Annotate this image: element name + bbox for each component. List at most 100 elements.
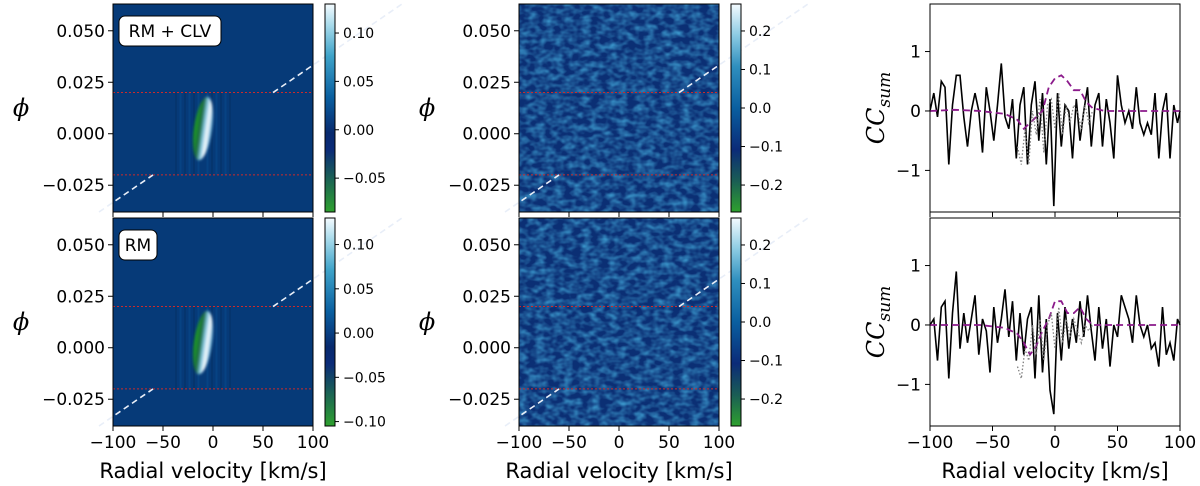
striation	[179, 92, 182, 175]
x-tick-label: 100	[297, 433, 329, 453]
colorbar-tick-label: 0.10	[343, 26, 374, 42]
x-tick-label: 100	[1164, 433, 1196, 453]
panel-label: RM	[125, 236, 151, 256]
colorbar-gradient	[730, 217, 742, 427]
planet-trail-line	[678, 3, 809, 94]
y-tick-label: 0	[910, 316, 921, 336]
y-tick-label: 0.050	[56, 236, 105, 256]
heatmap-panel-row1-data: 0.050 0.025 0.000 −0.025 ϕ	[419, 3, 809, 217]
y-tick-label: −0.025	[448, 390, 511, 410]
y-tick-label: 0.025	[462, 73, 511, 93]
y-tick-label: 0.050	[56, 22, 105, 42]
y-tick-label: 0	[910, 102, 921, 122]
striation	[188, 92, 191, 175]
colorbar-tick-label: 0.00	[343, 123, 374, 139]
colorbar-tick-label: −0.1	[749, 354, 783, 370]
striation	[229, 306, 231, 389]
series-line-solid	[929, 271, 1181, 415]
striation	[175, 92, 177, 175]
y-tick-label: 0.000	[462, 125, 511, 145]
colorbar-gradient	[324, 3, 336, 213]
rm-feature	[193, 310, 213, 375]
striation	[224, 92, 227, 175]
planet-trail-line	[504, 388, 560, 427]
y-axis-label-sub: sum	[875, 286, 895, 322]
x-tick-label: 0	[208, 433, 219, 453]
planet-trail-line	[272, 3, 403, 94]
colorbar-gradient	[324, 217, 336, 427]
colorbar-row2-model: 0.10 0.05 0.00 −0.05 −0.10	[324, 217, 386, 431]
series-line-dotted	[1016, 307, 1094, 379]
striation	[220, 92, 222, 175]
y-tick-label: 0.000	[56, 339, 105, 359]
y-tick-label: 0.025	[56, 73, 105, 93]
planet-trail-line	[678, 217, 809, 308]
planet-trail-line	[98, 388, 154, 427]
colorbar-tick-label: 0.2	[749, 238, 771, 254]
colorbar-tick-label: 0.10	[343, 238, 374, 254]
colorbar-tick-label: 0.0	[749, 315, 771, 331]
planet-trail-line	[504, 174, 560, 213]
x-tick-label: 0	[1050, 433, 1061, 453]
y-tick-label: 0.025	[56, 287, 105, 307]
y-axis-label: ϕ	[419, 308, 435, 336]
y-axis-label: CCsum	[862, 286, 895, 359]
panel-label-box	[118, 229, 158, 261]
colorbar-tick-label: 0.00	[343, 326, 374, 342]
striation	[179, 306, 182, 389]
x-tick-label: 0	[614, 433, 625, 453]
colorbar-tick-label: 0.2	[749, 24, 771, 40]
colorbar-tick-label: −0.05	[343, 370, 386, 386]
planet-trail-line	[98, 174, 154, 213]
y-tick-label: 1	[910, 43, 921, 63]
y-axis-label: CCsum	[862, 72, 895, 145]
x-tick-label: −100	[496, 433, 543, 453]
x-tick-label: −50	[551, 433, 587, 453]
y-tick-label: 0.025	[462, 287, 511, 307]
x-tick-label: −50	[145, 433, 181, 453]
x-axis-label: Radial velocity [km/s]	[99, 459, 326, 483]
heatmap-panel-row1-model: 0.050 0.025 0.000 −0.025 ϕ RM + CLV	[13, 3, 403, 217]
striation	[175, 306, 177, 389]
striation	[211, 306, 213, 389]
y-tick-label: 0.000	[462, 339, 511, 359]
panel-label: RM + CLV	[129, 22, 212, 42]
x-tick-label: 100	[703, 433, 735, 453]
y-axis-label: ϕ	[13, 308, 29, 336]
striation	[229, 92, 231, 175]
colorbar-row1-data: 0.2 0.1 0.0 −0.1 −0.2	[730, 3, 783, 213]
x-tick-label: 50	[252, 433, 274, 453]
colorbar-tick-label: −0.2	[749, 392, 783, 408]
y-axis-label-main: CC	[862, 108, 890, 145]
x-tick-label: −50	[975, 433, 1011, 453]
y-tick-label: 0.050	[462, 22, 511, 42]
series-line-solid	[929, 63, 1181, 207]
y-axis-label: ϕ	[419, 94, 435, 122]
colorbar-tick-label: 0.05	[343, 74, 374, 90]
colorbar-tick-label: −0.2	[749, 178, 783, 194]
colorbar-tick-label: 0.1	[749, 276, 771, 292]
y-tick-label: −1	[896, 161, 921, 181]
heatmap-panel-row2-data: 0.050 0.025 0.000 −0.025 −100 −50 0 50 100 ϕ Radia…	[419, 217, 809, 483]
colorbar-tick-label: 0.05	[343, 282, 374, 298]
heatmap-noise	[519, 4, 719, 212]
y-axis-label-sub: sum	[875, 72, 895, 108]
colorbar-tick-label: −0.1	[749, 140, 783, 156]
line-panel-row2-ccsum: 1 0 −1 −100 −50 0 50 100 CCsum Radial velocity [k…	[862, 217, 1196, 483]
x-tick-label: −100	[907, 433, 954, 453]
series-line-dashed	[929, 74, 1180, 131]
x-tick-label: −100	[90, 433, 137, 453]
colorbar-row1-model: 0.10 0.05 0.00 −0.05	[324, 3, 386, 213]
colorbar-tick-label: 0.1	[749, 62, 771, 78]
striation	[184, 92, 186, 175]
heatmap-noise	[519, 218, 719, 426]
striation	[188, 306, 191, 389]
colorbar-row2-data: 0.2 0.1 0.0 −0.1 −0.2	[730, 217, 783, 427]
striation	[224, 306, 227, 389]
colorbar-tick-label: −0.10	[343, 415, 386, 431]
colorbar-tick-label: −0.05	[343, 171, 386, 187]
colorbar-gradient	[730, 3, 742, 213]
y-tick-label: 0.000	[56, 125, 105, 145]
